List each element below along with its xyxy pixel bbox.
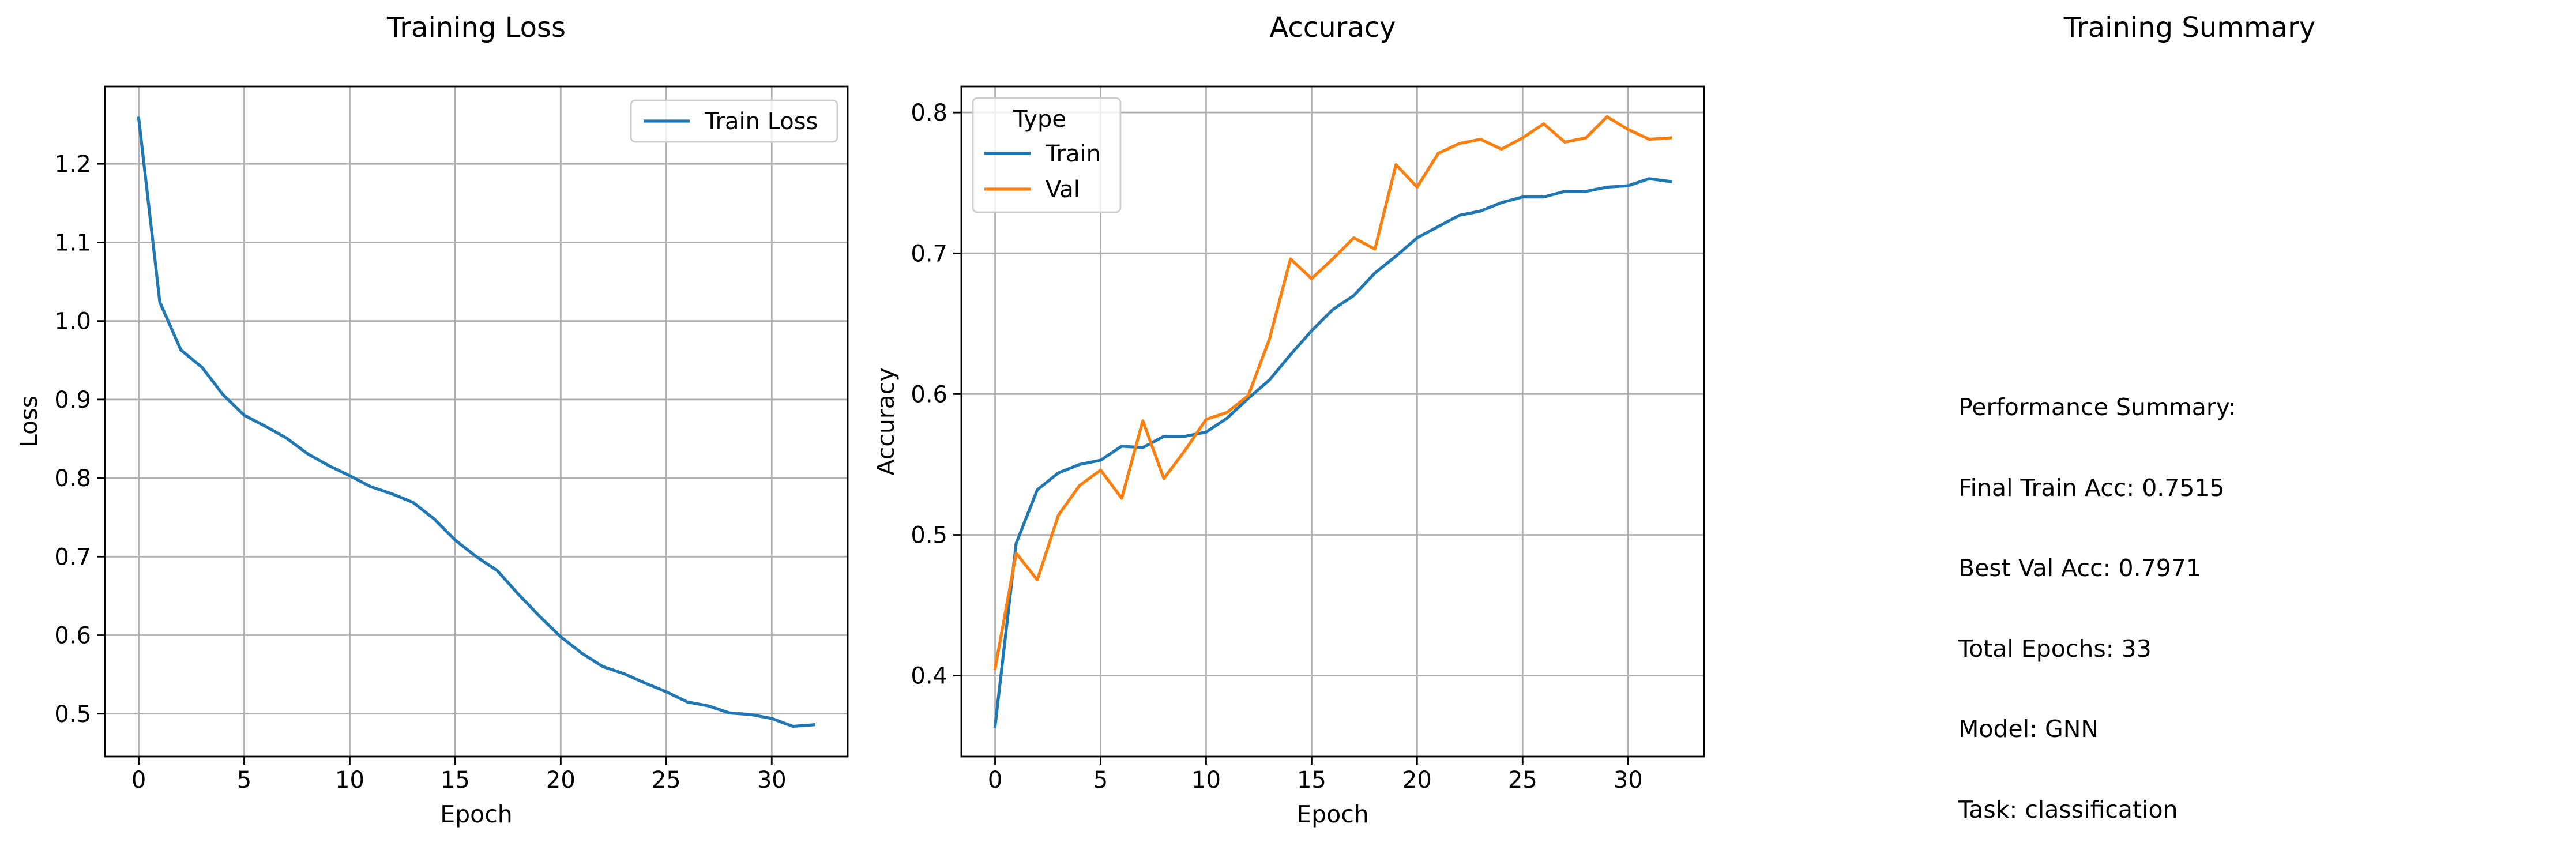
- y-axis-label: Accuracy: [872, 367, 900, 475]
- y-tick-label: 0.5: [54, 701, 91, 728]
- y-tick-label: 0.7: [911, 240, 947, 267]
- y-tick-label: 0.7: [54, 544, 91, 570]
- series-line-train: [993, 177, 1672, 728]
- x-tick-label: 30: [1614, 767, 1643, 793]
- legend: Type Train Val: [972, 97, 1122, 213]
- x-tick-label: 5: [1093, 767, 1108, 793]
- summary-line-best-val-acc: Best Val Acc: 0.7971: [1958, 554, 2201, 582]
- axes-frame: [960, 85, 1705, 758]
- series-line-val: [993, 115, 1672, 671]
- y-tick-label: 1.0: [54, 309, 91, 335]
- x-tick-label: 20: [546, 767, 576, 793]
- legend-label-val: Val: [1046, 176, 1080, 203]
- x-tick-label: 25: [1508, 767, 1537, 793]
- series-line-train-loss: [137, 116, 816, 728]
- legend-label-train-loss: Train Loss: [704, 108, 818, 135]
- chart-panel-accuracy: 0 5 10 15 20 25 30 0.4 0.5 0.6 0.7 0.8 Accuracy Epoch…: [872, 12, 1705, 828]
- x-tick-label: 20: [1402, 767, 1432, 793]
- chart-panel-training-loss: 0 5 10 15 20 25 30 0.5 0.6 0.7 0.8 0.9 1.0 1.1 1.2 Trai…: [15, 12, 849, 828]
- x-tick-label: 0: [988, 767, 1002, 793]
- x-tick-label: 15: [1297, 767, 1326, 793]
- summary-line-final-train-acc: Final Train Acc: 0.7515: [1958, 473, 2225, 502]
- summary-line-task: Task: classification: [1958, 795, 2178, 823]
- legend-label-train: Train: [1045, 141, 1101, 167]
- y-tick-label: 0.5: [911, 522, 947, 549]
- gridlines: [105, 86, 848, 757]
- summary-line-total-epochs: Total Epochs: 33: [1958, 634, 2152, 663]
- y-tick-label: 0.8: [911, 100, 947, 126]
- y-tick-label: 0.8: [54, 465, 91, 492]
- y-tick-label: 0.6: [54, 623, 91, 649]
- x-axis-label: Epoch: [1296, 800, 1369, 828]
- chart-title: Accuracy: [1269, 12, 1396, 44]
- summary-title: Training Summary: [2063, 12, 2316, 44]
- performance-summary: Performance Summary: Final Train Acc: 0.…: [1958, 340, 2236, 850]
- y-tick-label: 1.1: [54, 230, 91, 256]
- y-tick-label: 1.2: [54, 151, 91, 178]
- y-tick-label: 0.4: [911, 663, 947, 690]
- x-axis-label: Epoch: [440, 800, 513, 828]
- x-tick-label: 0: [131, 767, 146, 793]
- legend-box: [972, 97, 1122, 213]
- legend-title: Type: [1013, 106, 1066, 133]
- axes-frame: [104, 85, 849, 758]
- summary-line-model: Model: GNN: [1958, 715, 2099, 743]
- y-tick-label: 0.6: [911, 381, 947, 408]
- x-tick-label: 10: [335, 767, 364, 793]
- legend: Train Loss: [630, 99, 838, 143]
- x-tick-label: 5: [237, 767, 251, 793]
- y-axis-label: Loss: [15, 396, 43, 447]
- chart-title: Training Loss: [386, 12, 566, 44]
- y-tick-label: 0.9: [54, 387, 91, 413]
- legend-box: [630, 99, 838, 143]
- x-tick-label: 25: [652, 767, 681, 793]
- x-tick-label: 30: [757, 767, 787, 793]
- x-tick-label: 15: [441, 767, 470, 793]
- summary-line-heading: Performance Summary:: [1958, 393, 2236, 421]
- x-tick-label: 10: [1191, 767, 1221, 793]
